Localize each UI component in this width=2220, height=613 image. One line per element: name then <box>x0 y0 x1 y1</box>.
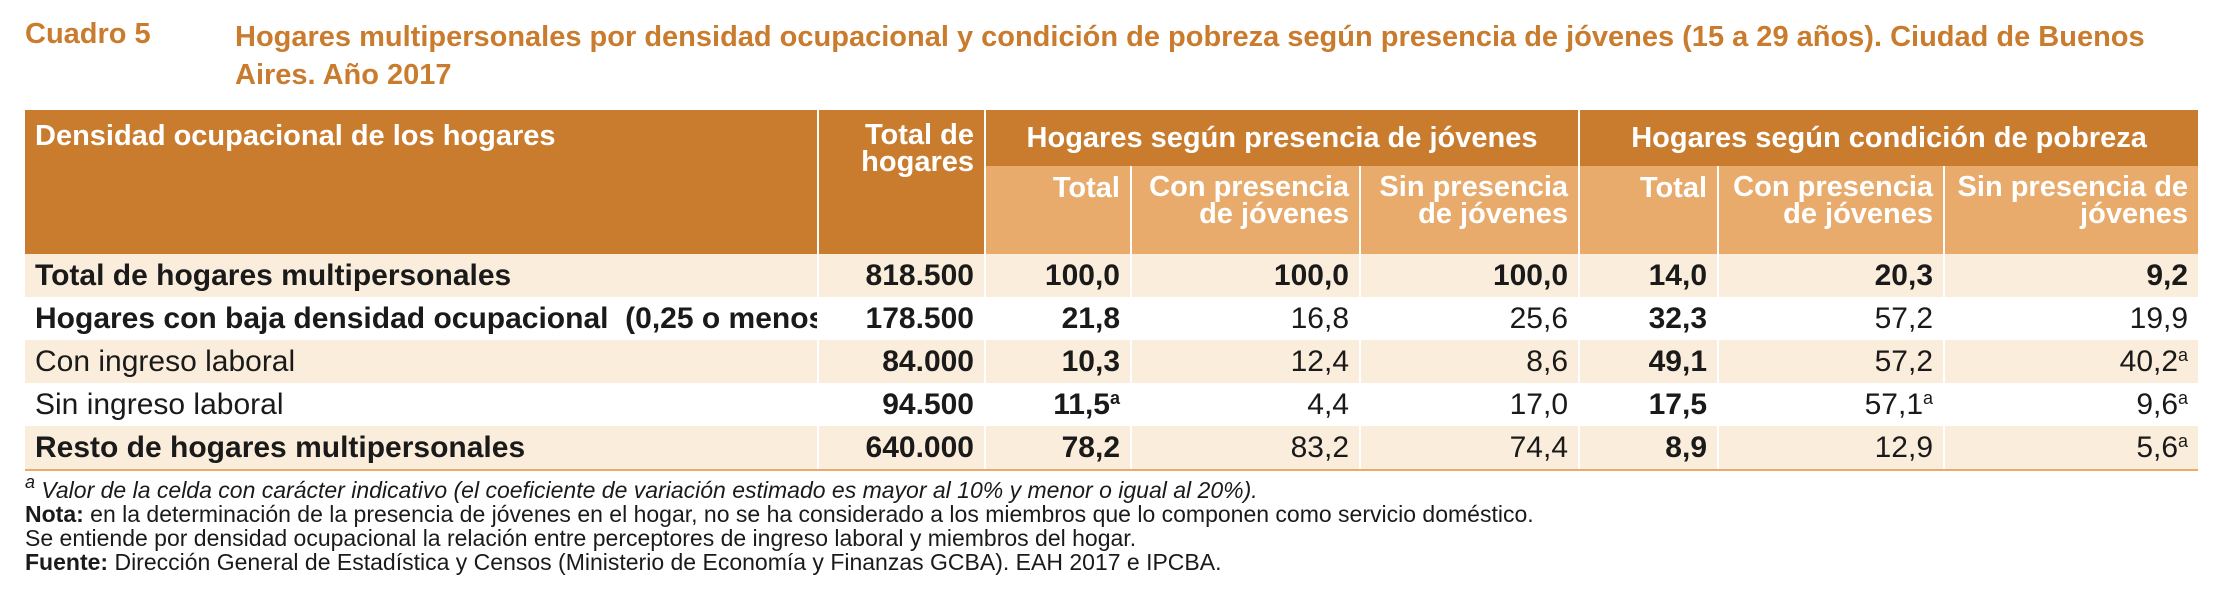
table-row: Hogares con baja densidad ocupacional (0… <box>25 297 2199 340</box>
cell-pobreza-con: 57,2 <box>1718 297 1946 340</box>
footnote-text: Valor de la celda con carácter indicativ… <box>41 477 1258 503</box>
header-total-hogares: Total de hogares <box>818 110 986 254</box>
nota-line: Nota: en la determinación de la presenci… <box>25 502 2195 526</box>
footnote-line: a Valor de la celda con carácter indicat… <box>25 473 2195 503</box>
cell-total-hogares: 640.000 <box>818 426 986 471</box>
header-pobreza-con-text: Con presencia de jóvenes <box>1733 171 1934 230</box>
statistics-table: Densidad ocupacional de los hogares Tota… <box>25 110 2199 471</box>
cell-jovenes-sin: 17,0 <box>1360 383 1581 426</box>
row-label-main: Hogares con baja densidad ocupacional <box>35 302 609 335</box>
cell-jovenes-con: 4,4 <box>1131 383 1361 426</box>
row-label: Resto de hogares multipersonales <box>25 426 819 471</box>
footnote-marker: a <box>2178 345 2189 365</box>
cell-jovenes-con: 12,4 <box>1131 340 1361 383</box>
header-densidad: Densidad ocupacional de los hogares <box>25 110 819 254</box>
cell-pobreza-sin: 19,9 <box>1944 297 2199 340</box>
row-label: Hogares con baja densidad ocupacional (0… <box>25 297 819 340</box>
table-number: Cuadro 5 <box>25 18 151 50</box>
cell-jovenes-con: 83,2 <box>1131 426 1361 471</box>
header-pobreza-sin-text: Sin presencia de jóvenes <box>1957 171 2189 230</box>
fuente-label: Fuente: <box>25 549 109 575</box>
row-label-extra: (0,25 o menos) <box>625 302 818 335</box>
cell-pobreza-total: 49,1 <box>1579 340 1720 383</box>
cell-pobreza-sin: 9,2 <box>1944 254 2199 297</box>
header-jovenes-con: Con presencia de jóvenes <box>1131 166 1361 254</box>
cell-total-hogares: 84.000 <box>818 340 986 383</box>
cell-pobreza-total: 17,5 <box>1579 383 1720 426</box>
cell-pobreza-con: 57,1a <box>1718 383 1946 426</box>
cell-value: 57,1 <box>1864 388 1923 421</box>
cell-jovenes-sin: 8,6 <box>1360 340 1581 383</box>
nota-text: en la determinación de la presencia de j… <box>90 501 1534 527</box>
cell-pobreza-sin: 5,6a <box>1944 426 2199 471</box>
cell-value: 40,2 <box>2119 345 2179 378</box>
table-row: Resto de hogares multipersonales 640.000… <box>25 426 2199 471</box>
cell-pobreza-total: 14,0 <box>1579 254 1720 297</box>
cell-pobreza-con: 20,3 <box>1718 254 1946 297</box>
footnote-marker: a <box>1923 388 1934 408</box>
fuente-line: Fuente: Dirección General de Estadística… <box>25 550 2195 574</box>
cell-jovenes-total: 21,8 <box>985 297 1132 340</box>
row-label: Total de hogares multipersonales <box>25 254 819 297</box>
header-pobreza-total: Total <box>1579 166 1720 254</box>
cell-pobreza-total: 8,9 <box>1579 426 1720 471</box>
table-row: Total de hogares multipersonales 818.500… <box>25 254 2199 297</box>
cell-total-hogares: 818.500 <box>818 254 986 297</box>
table-row: Con ingreso laboral 84.000 10,3 12,4 8,6… <box>25 340 2199 383</box>
cell-jovenes-total: 10,3 <box>985 340 1132 383</box>
cell-value: 11,5 <box>1053 388 1110 421</box>
header-group-pobreza: Hogares según condición de pobreza <box>1579 110 2199 166</box>
header-pobreza-con: Con presencia de jóvenes <box>1718 166 1946 254</box>
table-row: Sin ingreso laboral 94.500 11,5a 4,4 17,… <box>25 383 2199 426</box>
footnote-marker: a <box>2178 431 2189 451</box>
footnote-marker: a <box>1109 388 1120 408</box>
header-pobreza-sin: Sin presencia de jóvenes <box>1944 166 2199 254</box>
nota-line-2: Se entiende por densidad ocupacional la … <box>25 525 1137 551</box>
row-label: Con ingreso laboral <box>25 340 819 383</box>
table-notes: a Valor de la celda con carácter indicat… <box>25 473 2195 574</box>
cell-jovenes-sin: 25,6 <box>1360 297 1581 340</box>
cell-total-hogares: 94.500 <box>818 383 986 426</box>
cell-value: 9,6 <box>2136 388 2179 421</box>
header-group-jovenes: Hogares según presencia de jóvenes <box>985 110 1581 166</box>
footnote-marker: a <box>2178 388 2189 408</box>
row-label: Sin ingreso laboral <box>25 383 819 426</box>
header-jovenes-total: Total <box>985 166 1132 254</box>
cell-pobreza-con: 12,9 <box>1718 426 1946 471</box>
cell-total-hogares: 178.500 <box>818 297 986 340</box>
footnote-mark: a <box>25 472 36 492</box>
table-title: Hogares multipersonales por densidad ocu… <box>235 21 2145 91</box>
cell-pobreza-sin: 9,6a <box>1944 383 2199 426</box>
header-jovenes-sin-text: Sin presencia de jóvenes <box>1379 171 1569 230</box>
cell-value: 5,6 <box>2136 431 2179 464</box>
cell-pobreza-total: 32,3 <box>1579 297 1720 340</box>
cell-jovenes-sin: 74,4 <box>1360 426 1581 471</box>
cell-jovenes-con: 16,8 <box>1131 297 1361 340</box>
cell-pobreza-con: 57,2 <box>1718 340 1946 383</box>
header-jovenes-con-text: Con presencia de jóvenes <box>1149 171 1349 230</box>
fuente-text: Dirección General de Estadística y Censo… <box>114 549 1222 575</box>
cell-pobreza-sin: 40,2a <box>1944 340 2199 383</box>
cell-jovenes-con: 100,0 <box>1131 254 1361 297</box>
header-total-hogares-text: Total de hogares <box>861 119 974 178</box>
cell-jovenes-sin: 100,0 <box>1360 254 1581 297</box>
cell-jovenes-total: 11,5a <box>985 383 1132 426</box>
nota-label: Nota: <box>25 501 84 527</box>
cell-jovenes-total: 100,0 <box>985 254 1132 297</box>
header-jovenes-sin: Sin presencia de jóvenes <box>1360 166 1581 254</box>
cell-jovenes-total: 78,2 <box>985 426 1132 471</box>
